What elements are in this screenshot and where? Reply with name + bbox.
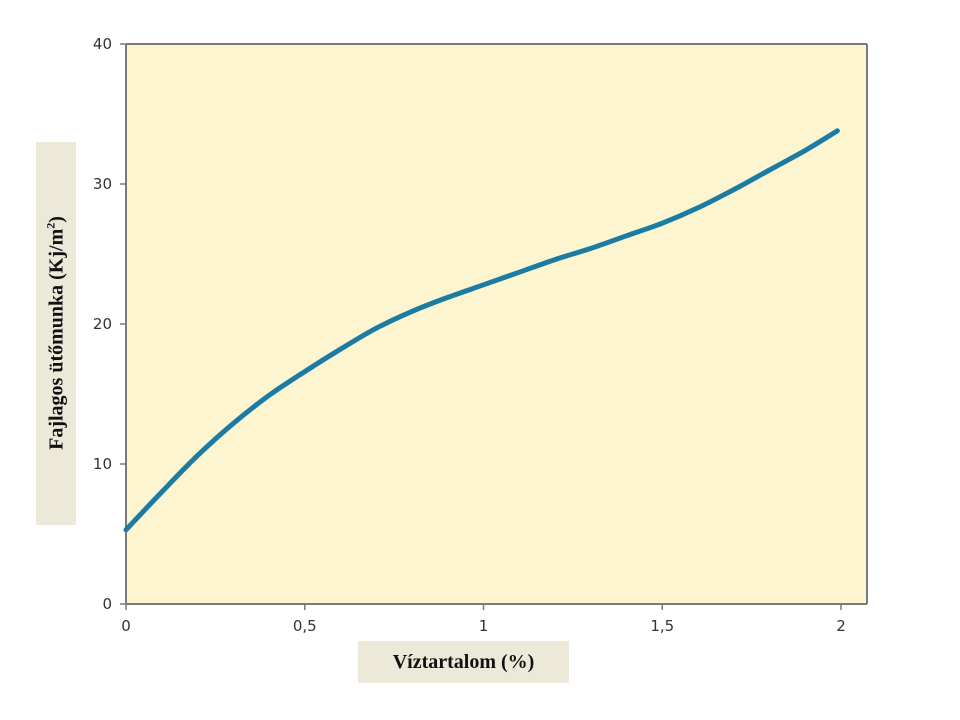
y-axis-label: Fajlagos ütőmunka (Kj/m2): [43, 216, 68, 450]
x-tick-label: 1,5: [650, 617, 674, 635]
y-tick-label: 30: [93, 175, 112, 193]
y-tick-label: 0: [102, 595, 112, 613]
x-tick-label: 2: [836, 617, 846, 635]
series-line: [123, 128, 840, 533]
y-tick-label: 20: [93, 315, 112, 333]
x-axis-label: Víztartalom (%): [358, 641, 569, 683]
y-tick-label: 40: [93, 35, 112, 53]
x-tick-label: 1: [479, 617, 489, 635]
x-tick-label: 0: [121, 617, 131, 635]
plot-area: [126, 44, 867, 604]
x-tick-label: 0,5: [293, 617, 317, 635]
y-tick-label: 10: [93, 455, 112, 473]
y-axis-label-box: Fajlagos ütőmunka (Kj/m2): [36, 142, 76, 525]
